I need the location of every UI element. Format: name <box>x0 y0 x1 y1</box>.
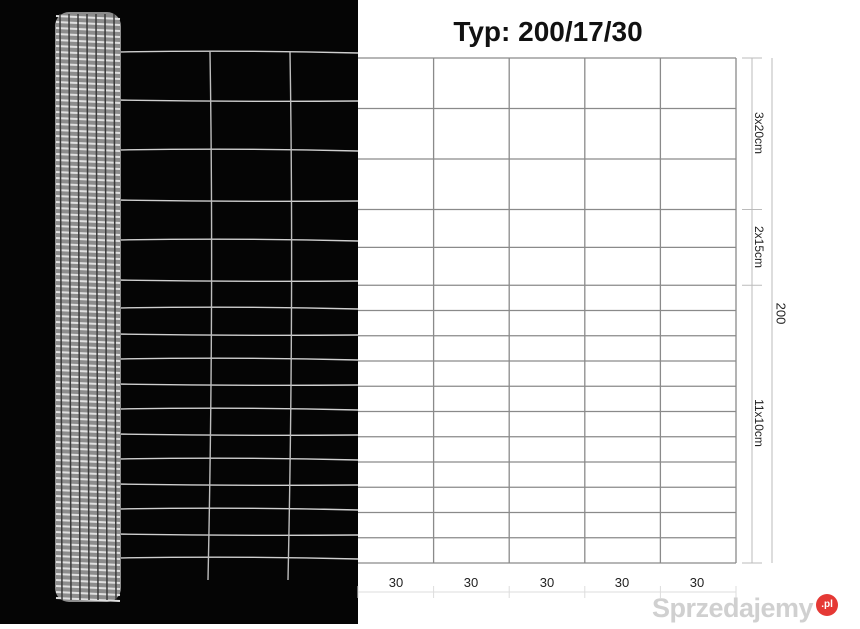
column-width-label: 30 <box>689 575 705 590</box>
roll-wire <box>55 21 121 26</box>
total-height-label: 200 <box>773 302 789 325</box>
fence-wire-horizontal <box>117 199 359 203</box>
fence-wire-horizontal <box>117 238 359 242</box>
roll-wire <box>55 531 121 536</box>
roll-wire <box>55 15 121 20</box>
middle-section-label: 2x15cm <box>752 225 767 269</box>
roll-wire <box>55 543 121 548</box>
roll-wire <box>55 579 121 584</box>
roll-wire <box>55 69 121 74</box>
roll-wire <box>55 51 121 56</box>
roll-wire <box>55 27 121 32</box>
roll-wire <box>55 81 121 86</box>
column-width-label: 30 <box>614 575 630 590</box>
fence-roll-image <box>55 12 359 602</box>
column-width-label: 30 <box>539 575 555 590</box>
roll-wire <box>55 75 121 80</box>
roll-wire <box>55 561 121 566</box>
watermark-badge: .pl <box>816 594 839 616</box>
roll-shadow <box>104 13 108 601</box>
roll-shadow <box>59 13 63 601</box>
roll-wire <box>55 591 121 596</box>
fence-wire-horizontal <box>117 383 359 387</box>
roll-wire <box>55 45 121 50</box>
roll-wire <box>55 555 121 560</box>
fence-wire-horizontal <box>117 306 359 310</box>
column-width-label: 30 <box>463 575 479 590</box>
fence-wire-vertical <box>207 51 213 581</box>
roll-wire <box>55 567 121 572</box>
fence-wire-horizontal <box>117 433 359 437</box>
watermark-text: Sprzedajemy <box>652 593 814 623</box>
roll-wire <box>55 549 121 554</box>
fence-wire-vertical <box>287 51 293 581</box>
roll-wire <box>55 57 121 62</box>
roll-shadow <box>113 13 117 601</box>
bottom-section-label: 11x10cm <box>751 399 766 447</box>
watermark: Sprzedajemy .pl <box>652 593 839 623</box>
roll-wire <box>55 573 121 578</box>
fence-wire-horizontal <box>117 457 359 461</box>
roll-wire <box>55 585 121 590</box>
fence-wire-horizontal <box>117 407 359 411</box>
fence-wire-horizontal <box>117 483 359 487</box>
fence-wire-horizontal <box>117 533 359 537</box>
column-width-label: 30 <box>388 575 404 590</box>
fence-roll-photo <box>0 0 359 624</box>
fence-wire-horizontal <box>117 148 359 152</box>
roll-wire <box>55 525 121 530</box>
roll-wire <box>55 63 121 68</box>
fence-wire-horizontal <box>117 50 359 54</box>
fence-wire-horizontal <box>117 556 359 560</box>
roll-wire <box>55 39 121 44</box>
roll-shadow <box>77 13 81 601</box>
diagram-title: Typ: 200/17/30 <box>453 16 643 47</box>
fence-wire-horizontal <box>117 279 359 283</box>
fence-wire-horizontal <box>117 507 359 511</box>
top-section-label: 3x20cm <box>752 111 767 155</box>
fence-wire-horizontal <box>117 333 359 337</box>
roll-shadow <box>68 13 72 601</box>
roll-wire <box>55 33 121 38</box>
fence-wire-horizontal <box>117 99 359 103</box>
fence-wire-horizontal <box>117 357 359 361</box>
roll-wire <box>55 537 121 542</box>
roll-shadow <box>86 13 90 601</box>
roll-shadow <box>95 13 99 601</box>
roll-wire <box>55 597 121 602</box>
